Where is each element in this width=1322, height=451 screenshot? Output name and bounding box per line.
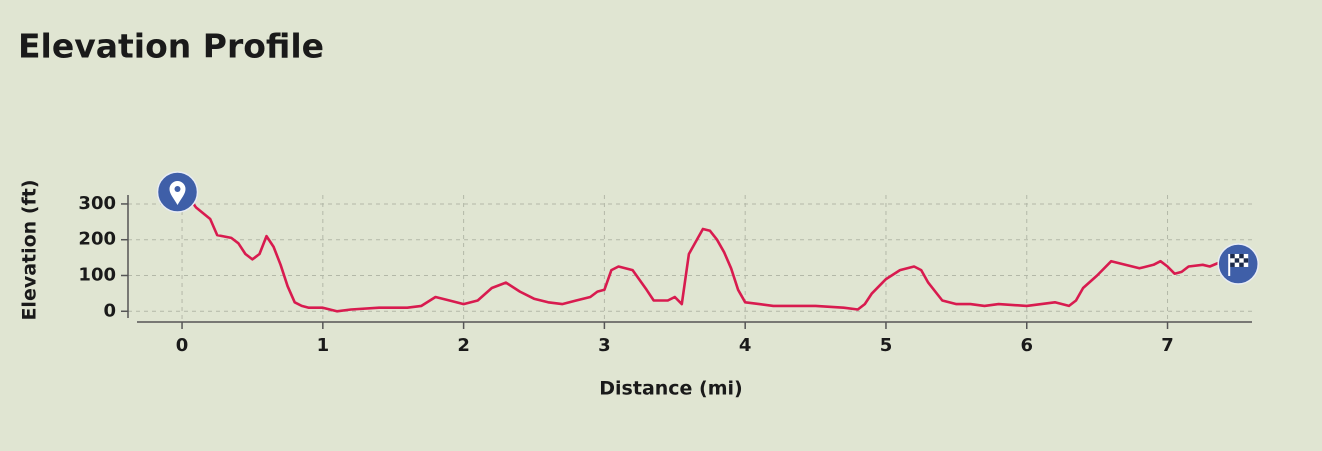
- x-tick-label: 5: [880, 335, 893, 356]
- pin-hole: [174, 186, 181, 193]
- y-tick-label: 200: [78, 229, 116, 250]
- finish-marker: [1217, 243, 1259, 285]
- flag-check: [1234, 258, 1240, 263]
- x-axis-label: Distance (mi): [599, 378, 742, 400]
- elevation-line: [189, 199, 1219, 313]
- flag-check: [1239, 262, 1244, 267]
- x-tick-label: 0: [176, 335, 189, 356]
- start-marker: [156, 171, 199, 213]
- pin-icon: [169, 181, 186, 206]
- flag-check: [1239, 253, 1244, 259]
- x-tick-label: 3: [598, 335, 611, 356]
- plot-area: [156, 171, 1259, 313]
- y-tick-label: 300: [78, 193, 116, 214]
- y-tick-label: 100: [78, 264, 116, 285]
- x-tick-label: 2: [457, 335, 470, 356]
- flag-check: [1230, 262, 1235, 267]
- flag-check: [1230, 253, 1235, 259]
- x-tick-label: 4: [739, 335, 752, 356]
- y-tick-label: 0: [103, 300, 116, 321]
- chart-title: Elevation Profile: [18, 27, 324, 66]
- flag-check: [1243, 258, 1249, 263]
- x-tick-label: 6: [1020, 335, 1033, 356]
- x-tick-label: 1: [317, 335, 330, 356]
- x-tick-label: 7: [1161, 335, 1174, 356]
- y-axis-label: Elevation (ft): [19, 179, 41, 320]
